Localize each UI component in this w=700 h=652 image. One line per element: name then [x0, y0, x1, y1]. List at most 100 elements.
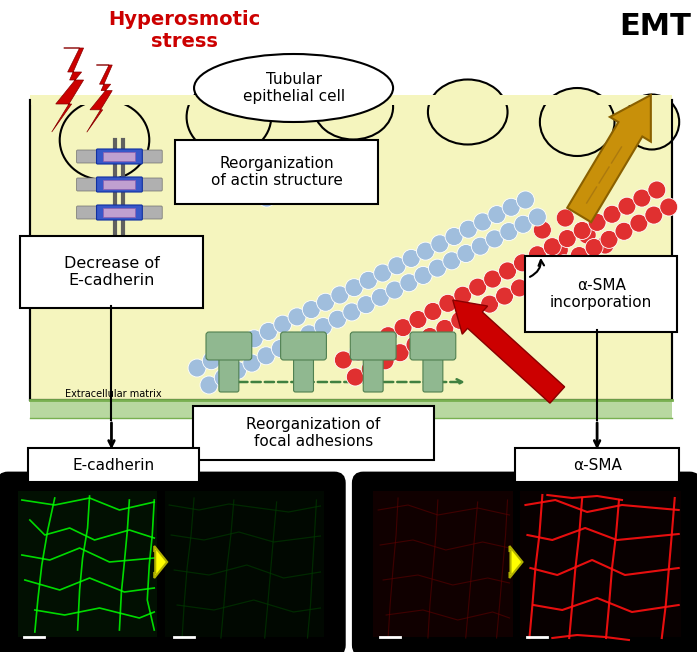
FancyBboxPatch shape [76, 178, 102, 191]
FancyBboxPatch shape [354, 473, 699, 652]
Circle shape [300, 325, 318, 343]
FancyBboxPatch shape [175, 140, 378, 204]
Circle shape [596, 236, 614, 254]
FancyBboxPatch shape [97, 205, 142, 220]
Text: Reorganization of
focal adhesions: Reorganization of focal adhesions [246, 417, 381, 449]
Circle shape [570, 246, 588, 265]
Circle shape [314, 318, 332, 336]
Circle shape [533, 221, 552, 239]
Circle shape [439, 294, 457, 312]
Circle shape [526, 271, 543, 289]
Circle shape [414, 267, 432, 284]
Circle shape [343, 303, 360, 321]
Circle shape [424, 303, 442, 320]
Circle shape [357, 295, 375, 314]
Bar [373, 491, 512, 637]
FancyBboxPatch shape [281, 332, 326, 360]
Circle shape [328, 310, 346, 328]
FancyBboxPatch shape [76, 150, 102, 163]
Circle shape [615, 222, 633, 241]
FancyBboxPatch shape [193, 406, 434, 460]
Circle shape [459, 220, 477, 238]
Text: Tubular
epithelial cell: Tubular epithelial cell [242, 72, 344, 104]
Circle shape [451, 312, 469, 329]
Circle shape [202, 351, 220, 370]
Circle shape [346, 368, 364, 386]
FancyArrow shape [567, 95, 651, 222]
Circle shape [428, 259, 447, 277]
Circle shape [214, 368, 232, 387]
Circle shape [481, 295, 498, 313]
FancyArrow shape [154, 546, 167, 578]
Circle shape [231, 337, 248, 355]
Circle shape [386, 281, 404, 299]
Circle shape [585, 239, 603, 256]
Circle shape [316, 293, 335, 311]
FancyBboxPatch shape [350, 332, 396, 360]
Circle shape [550, 241, 568, 259]
Ellipse shape [187, 80, 271, 155]
Circle shape [391, 344, 409, 362]
Circle shape [498, 262, 517, 280]
Circle shape [376, 352, 394, 370]
FancyBboxPatch shape [28, 448, 199, 482]
Circle shape [238, 153, 256, 171]
Circle shape [469, 278, 486, 296]
Circle shape [374, 264, 391, 282]
Circle shape [474, 213, 491, 231]
Circle shape [573, 222, 591, 239]
Ellipse shape [624, 95, 679, 149]
Circle shape [258, 189, 276, 207]
Circle shape [272, 340, 289, 357]
Circle shape [648, 181, 666, 199]
Circle shape [543, 238, 561, 256]
Circle shape [660, 198, 678, 216]
FancyBboxPatch shape [423, 353, 443, 392]
Circle shape [285, 169, 302, 187]
FancyArrow shape [510, 546, 522, 578]
Circle shape [245, 330, 263, 348]
FancyBboxPatch shape [526, 256, 677, 332]
FancyBboxPatch shape [410, 332, 456, 360]
Circle shape [372, 288, 389, 306]
Circle shape [302, 301, 320, 319]
Circle shape [603, 205, 621, 223]
FancyBboxPatch shape [0, 473, 344, 652]
FancyBboxPatch shape [219, 353, 239, 392]
Circle shape [471, 237, 489, 255]
Circle shape [257, 347, 275, 364]
Circle shape [573, 253, 591, 271]
Circle shape [262, 161, 279, 179]
Circle shape [260, 323, 277, 340]
Text: Extracellular matrix: Extracellular matrix [64, 389, 161, 399]
Circle shape [388, 257, 406, 274]
Ellipse shape [540, 88, 615, 156]
Circle shape [645, 206, 663, 224]
FancyBboxPatch shape [515, 448, 679, 482]
Circle shape [379, 327, 397, 345]
Text: Hyperosmotic
stress: Hyperosmotic stress [108, 10, 260, 51]
FancyBboxPatch shape [76, 206, 102, 219]
Circle shape [335, 351, 352, 369]
Circle shape [229, 361, 246, 379]
Circle shape [406, 336, 424, 353]
Circle shape [500, 222, 518, 241]
Circle shape [364, 335, 382, 353]
Circle shape [400, 274, 418, 291]
Circle shape [600, 230, 618, 248]
Circle shape [486, 230, 503, 248]
Circle shape [307, 159, 326, 177]
Circle shape [394, 319, 412, 336]
Circle shape [349, 343, 368, 361]
Circle shape [466, 303, 484, 321]
Circle shape [445, 228, 463, 246]
Circle shape [564, 269, 581, 287]
Circle shape [210, 166, 228, 184]
Circle shape [421, 327, 439, 346]
Circle shape [200, 376, 218, 394]
Bar [104, 152, 135, 161]
Bar [30, 100, 672, 400]
Bar [104, 208, 135, 217]
FancyBboxPatch shape [20, 236, 203, 308]
Polygon shape [87, 65, 112, 132]
